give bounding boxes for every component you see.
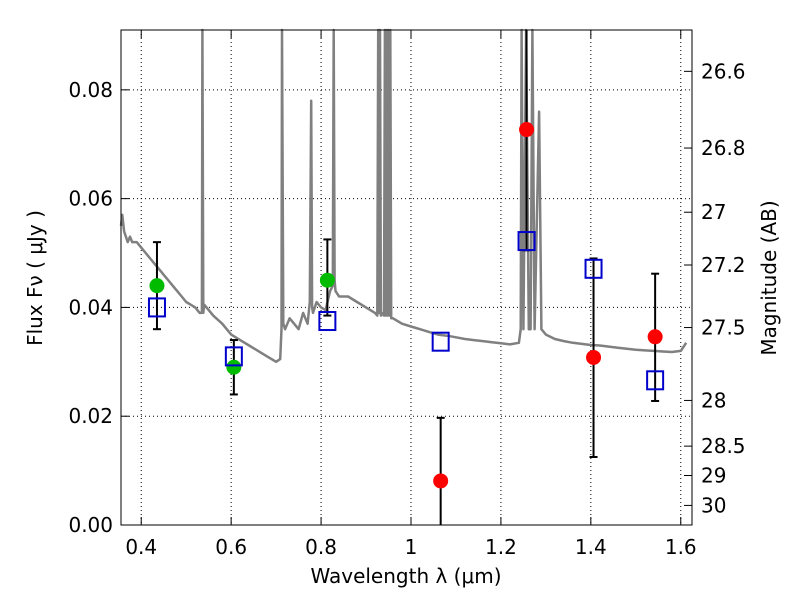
y-tick-label: 0.04 bbox=[68, 295, 113, 319]
y2-tick-label: 26.8 bbox=[701, 136, 746, 160]
red-data-point bbox=[519, 122, 535, 138]
y-tick-label: 0.00 bbox=[68, 513, 113, 537]
green-data-point bbox=[319, 272, 335, 288]
y2-tick-label: 27 bbox=[701, 200, 726, 224]
y2-tick-label: 26.6 bbox=[701, 59, 746, 83]
x-tick-label: 1.4 bbox=[575, 535, 607, 559]
y2-tick-label: 27.5 bbox=[701, 316, 746, 340]
y2-tick-label: 27.2 bbox=[701, 253, 746, 277]
errorbar-layer bbox=[152, 30, 660, 525]
x-tick-label: 1 bbox=[405, 535, 418, 559]
x-tick-label: 0.4 bbox=[125, 535, 157, 559]
y2-axis-label: Magnitude (AB) bbox=[757, 200, 781, 355]
model-flux-square bbox=[517, 231, 536, 252]
y-tick-label: 0.02 bbox=[68, 404, 113, 428]
red-data-point bbox=[586, 349, 602, 365]
x-tick-label: 0.8 bbox=[305, 535, 337, 559]
x-tick-label: 1.2 bbox=[485, 535, 517, 559]
grid bbox=[121, 30, 692, 526]
y-tick-label: 0.06 bbox=[68, 187, 113, 211]
ticks: 0.4 0.6 0.8 1 1.2 1.4 1.6 0.00 0.02 0.04 0.06 0.08 2… bbox=[68, 30, 746, 559]
y-axis-label: Flux Fν ( μJy ) bbox=[23, 210, 47, 346]
marker-layer bbox=[147, 122, 665, 489]
model-flux-square bbox=[147, 297, 166, 318]
y2-tick-label: 30 bbox=[701, 493, 726, 517]
x-tick-label: 1.6 bbox=[665, 535, 697, 559]
model-flux-square bbox=[224, 346, 243, 367]
y2-tick-label: 28 bbox=[701, 388, 726, 412]
green-data-point bbox=[149, 278, 165, 294]
red-data-point bbox=[433, 473, 449, 489]
green-data-point bbox=[226, 359, 242, 375]
x-axis-label: Wavelength λ (μm) bbox=[310, 564, 501, 588]
y2-tick-label: 28.5 bbox=[701, 434, 746, 458]
model-flux-square bbox=[646, 370, 665, 391]
model-flux-square bbox=[318, 311, 337, 332]
y2-tick-label: 29 bbox=[701, 464, 726, 488]
model-flux-square bbox=[431, 331, 450, 352]
model-flux-square bbox=[584, 258, 603, 279]
plot-frame bbox=[120, 29, 693, 526]
y-tick-label: 0.08 bbox=[68, 78, 113, 102]
red-data-point bbox=[647, 329, 663, 345]
x-tick-label: 0.6 bbox=[215, 535, 247, 559]
